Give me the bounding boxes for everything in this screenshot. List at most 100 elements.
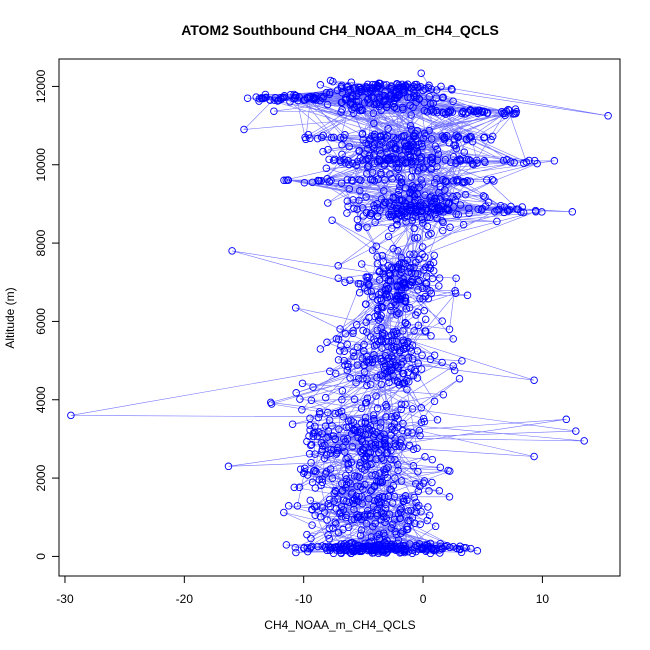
data-point — [506, 158, 515, 166]
data-point — [379, 303, 387, 312]
data-point — [293, 502, 302, 510]
data-point — [402, 217, 410, 226]
data-point — [384, 337, 393, 346]
data-point — [367, 510, 375, 518]
data-point — [416, 431, 424, 440]
data-point — [364, 154, 372, 163]
data-point — [338, 141, 346, 149]
data-point — [407, 347, 415, 355]
data-point — [357, 404, 366, 413]
data-point — [323, 546, 331, 555]
data-point — [480, 134, 488, 142]
data-point — [500, 208, 508, 217]
data-point — [310, 428, 319, 437]
data-point — [391, 193, 399, 202]
data-point — [371, 133, 380, 141]
data-point — [386, 170, 394, 178]
data-point — [316, 96, 324, 105]
data-point — [412, 157, 420, 166]
data-point — [408, 355, 417, 363]
data-point — [397, 258, 406, 267]
data-point — [373, 478, 381, 486]
data-point — [388, 354, 396, 362]
data-point — [481, 193, 489, 201]
data-point — [314, 542, 322, 551]
data-point — [442, 205, 450, 213]
data-point — [420, 417, 429, 426]
data-point — [316, 81, 325, 89]
x-axis-label: CH4_NOAA_m_CH4_QCLS — [264, 618, 415, 632]
data-point — [433, 416, 442, 424]
data-point — [459, 220, 468, 229]
data-point — [374, 82, 383, 91]
data-point — [473, 159, 481, 167]
data-point — [467, 544, 475, 553]
data-point — [421, 253, 429, 261]
data-point — [447, 84, 456, 93]
data-point — [419, 295, 427, 303]
data-point — [388, 224, 396, 233]
data-point — [381, 176, 389, 184]
data-point — [417, 418, 426, 427]
data-point — [480, 133, 489, 141]
data-point — [398, 206, 407, 214]
data-point — [240, 125, 248, 134]
data-point — [348, 430, 356, 438]
data-point — [417, 153, 426, 161]
data-point — [409, 140, 418, 149]
data-point — [286, 98, 294, 106]
data-point — [332, 520, 340, 528]
data-point — [302, 135, 310, 144]
data-point — [344, 523, 353, 532]
data-point — [392, 530, 400, 539]
data-point — [354, 83, 363, 92]
data-point — [370, 351, 378, 359]
data-point — [362, 398, 371, 407]
data-point — [334, 274, 343, 282]
data-point — [362, 193, 370, 201]
data-point — [394, 466, 402, 475]
data-point — [346, 276, 354, 284]
data-point — [419, 544, 427, 552]
data-point — [369, 411, 378, 419]
data-point — [383, 536, 391, 545]
data-point — [406, 121, 415, 130]
data-point — [381, 155, 389, 163]
data-point — [386, 202, 395, 211]
data-point — [483, 109, 492, 117]
data-point — [390, 355, 398, 363]
data-point — [530, 452, 538, 461]
data-point — [358, 204, 367, 212]
data-point — [397, 477, 406, 485]
data-point — [358, 129, 367, 138]
data-point — [364, 162, 373, 170]
data-point — [387, 455, 395, 464]
data-point — [399, 345, 407, 353]
data-point — [430, 545, 439, 553]
data-point — [459, 108, 467, 116]
data-point — [483, 176, 491, 184]
data-point — [393, 79, 401, 88]
data-point — [361, 480, 369, 489]
data-point — [382, 144, 390, 152]
data-point — [438, 108, 447, 117]
data-point — [380, 201, 388, 209]
data-point — [356, 87, 364, 96]
data-point — [440, 133, 449, 141]
data-point — [344, 459, 352, 468]
data-point — [458, 357, 466, 365]
data-point — [387, 302, 395, 311]
data-point — [403, 496, 411, 504]
data-point — [504, 105, 512, 114]
data-point — [392, 411, 401, 420]
data-point — [400, 547, 409, 555]
data-point — [385, 269, 393, 278]
data-point — [416, 82, 425, 91]
data-point — [337, 407, 346, 416]
data-point — [357, 526, 366, 534]
data-point — [396, 514, 405, 522]
data-point — [358, 435, 366, 443]
data-point — [365, 273, 373, 281]
data-point — [417, 69, 425, 77]
data-point — [383, 368, 392, 376]
